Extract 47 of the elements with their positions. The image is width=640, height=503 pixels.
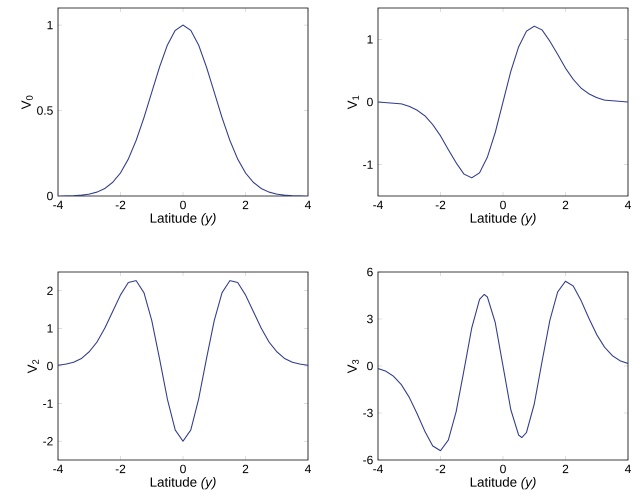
y-tick-label: -1 <box>363 160 373 169</box>
x-tick-label: 2 <box>242 200 248 210</box>
x-axis-title: Latitude (y) <box>150 477 216 490</box>
x-tick-label: 4 <box>624 200 631 209</box>
y-tick-label: 2 <box>47 286 53 295</box>
x-tick-label: -2 <box>116 200 126 210</box>
y-axis-title: V$_{3}$ <box>348 360 359 374</box>
y-tick-label: 1 <box>48 324 53 333</box>
line-series <box>378 280 628 452</box>
x-tick-label: -4 <box>53 200 63 209</box>
x-tick-label: 2 <box>562 200 568 210</box>
y-tick-label: 0 <box>367 362 373 370</box>
y-tick-label: 6 <box>367 268 373 276</box>
x-tick-label: 2 <box>242 464 248 474</box>
y-tick-label: -3 <box>363 408 373 418</box>
x-tick-label: 2 <box>562 464 568 474</box>
x-tick-label: -4 <box>53 464 63 473</box>
y-tick-label: 1 <box>368 35 373 44</box>
x-tick-label: 0 <box>500 464 506 474</box>
x-axis-title: Latitude (y) <box>470 213 536 226</box>
x-tick-label: 4 <box>304 200 311 209</box>
x-tick-label: -2 <box>116 464 126 474</box>
y-axis-title: V$_{1}$ <box>348 96 359 110</box>
y-tick-label: -1 <box>43 399 53 408</box>
y-axis-title: V$_{0}$ <box>22 96 33 110</box>
x-tick-label: -2 <box>436 464 446 474</box>
x-axis-title: Latitude (y) <box>470 477 536 490</box>
y-tick-label: 3 <box>367 314 373 324</box>
x-tick-label: 0 <box>180 464 186 474</box>
x-tick-label: 4 <box>304 464 311 473</box>
y-tick-label: 0 <box>367 98 373 106</box>
y-tick-label: 0 <box>47 362 53 370</box>
x-tick-label: -2 <box>436 200 446 210</box>
y-tick-label: -6 <box>363 456 373 464</box>
line-series <box>378 26 628 178</box>
x-tick-label: 0 <box>180 200 186 210</box>
x-tick-label: 0 <box>500 200 506 210</box>
x-tick-label: -4 <box>373 464 383 473</box>
y-tick-label: -2 <box>43 436 53 446</box>
x-tick-label: -4 <box>373 200 383 209</box>
x-tick-label: 4 <box>624 464 631 473</box>
y-tick-label: 0.5 <box>37 106 53 115</box>
y-tick-label: 0 <box>47 192 53 200</box>
y-tick-label: 1 <box>48 20 53 30</box>
y-axis-title: V$_{2}$ <box>28 360 39 374</box>
line-series <box>58 280 308 442</box>
x-axis-title: Latitude (y) <box>150 213 216 226</box>
